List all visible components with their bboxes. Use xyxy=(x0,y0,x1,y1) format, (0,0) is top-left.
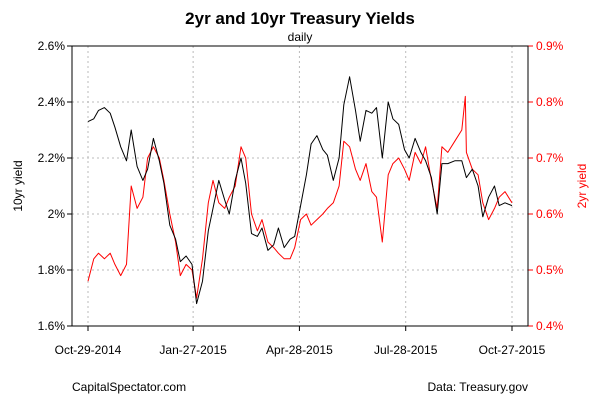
chart-title: 2yr and 10yr Treasury Yields xyxy=(185,9,415,28)
right-axis: 0.4% 0.5% 0.6% 0.7% 0.8% 0.9% xyxy=(528,39,564,333)
series-line-2yr xyxy=(87,95,513,299)
left-tick-label: 2.6% xyxy=(38,39,66,53)
source-left: CapitalSpectator.com xyxy=(72,380,186,394)
series-layer xyxy=(87,76,513,305)
right-tick-label: 0.8% xyxy=(536,95,564,109)
right-tick-label: 0.7% xyxy=(536,151,564,165)
right-axis-label: 2yr yield xyxy=(575,164,589,209)
left-axis: 1.6% 1.8% 2% 2.2% 2.4% 2.6% xyxy=(38,39,72,333)
series-line-10yr xyxy=(87,76,513,305)
x-tick-label: Jan-27-2015 xyxy=(159,343,227,357)
left-tick-label: 1.6% xyxy=(38,319,66,333)
x-tick-label: Oct-29-2014 xyxy=(55,343,122,357)
right-tick-label: 0.6% xyxy=(536,207,564,221)
grid xyxy=(72,45,528,327)
x-tick-label: Jul-28-2015 xyxy=(374,343,438,357)
left-tick-label: 2% xyxy=(48,207,66,221)
right-tick-label: 0.5% xyxy=(536,263,564,277)
plot-frame xyxy=(71,45,529,327)
x-axis: Oct-29-2014 Jan-27-2015 Apr-28-2015 Jul-28-… xyxy=(55,326,546,357)
left-tick-label: 2.2% xyxy=(38,151,66,165)
right-tick-label: 0.9% xyxy=(536,39,564,53)
left-tick-label: 1.8% xyxy=(38,263,66,277)
right-tick-label: 0.4% xyxy=(536,319,564,333)
left-axis-label: 10yr yield xyxy=(11,160,25,211)
x-tick-label: Apr-28-2015 xyxy=(266,343,333,357)
x-tick-label: Oct-27-2015 xyxy=(479,343,546,357)
source-right: Data: Treasury.gov xyxy=(428,380,529,394)
left-tick-label: 2.4% xyxy=(38,95,66,109)
chart-subtitle: daily xyxy=(288,30,313,44)
